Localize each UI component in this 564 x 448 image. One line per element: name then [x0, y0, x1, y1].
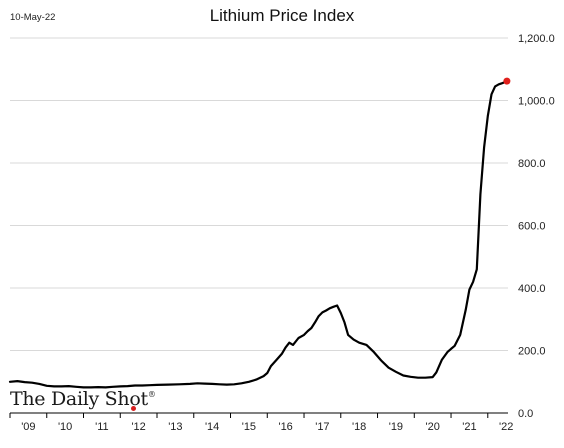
- brand-dot: [131, 406, 136, 411]
- y-tick-label: 0.0: [518, 408, 533, 420]
- x-tick-label: '16: [278, 421, 292, 433]
- endpoint-marker: [503, 77, 511, 85]
- x-tick-label: '22: [499, 421, 513, 433]
- x-axis-tick-labels: '09 '10 '11 '12 '13 '14 '15 '16 '17 '18 '19 '20 '21 '…: [21, 421, 513, 433]
- gridlines: [10, 37, 508, 351]
- x-axis-tick-marks: [9, 413, 489, 418]
- y-tick-label: 400.0: [518, 283, 546, 295]
- series-group: [8, 77, 511, 389]
- series-line: [8, 79, 508, 389]
- y-tick-label: 1,000.0: [518, 96, 555, 108]
- brand-name: The Daily Shot: [10, 388, 148, 410]
- brand-logo: The Daily Shot®: [10, 388, 156, 410]
- y-tick-label: 600.0: [518, 221, 546, 233]
- y-axis-tick-labels: 0.0 200.0 400.0 600.0 800.0 1,000.0 1,200.0: [518, 33, 555, 420]
- date-label: 10-May-22: [10, 12, 56, 23]
- x-tick-label: '21: [462, 421, 476, 433]
- chart-title: Lithium Price Index: [209, 6, 355, 25]
- x-tick-label: '20: [425, 421, 439, 433]
- x-tick-label: '10: [58, 421, 72, 433]
- x-tick-label: '19: [389, 421, 403, 433]
- x-tick-label: '12: [131, 421, 145, 433]
- x-tick-label: '15: [242, 421, 256, 433]
- x-tick-label: '13: [168, 421, 182, 433]
- y-tick-label: 200.0: [518, 346, 546, 358]
- x-tick-label: '11: [95, 421, 109, 433]
- x-tick-label: '09: [21, 421, 35, 433]
- brand-registered-mark: ®: [147, 390, 156, 399]
- x-tick-label: '17: [315, 421, 329, 433]
- x-tick-label: '14: [205, 421, 219, 433]
- y-tick-label: 1,200.0: [518, 33, 555, 45]
- x-tick-label: '18: [352, 421, 366, 433]
- y-tick-label: 800.0: [518, 158, 546, 170]
